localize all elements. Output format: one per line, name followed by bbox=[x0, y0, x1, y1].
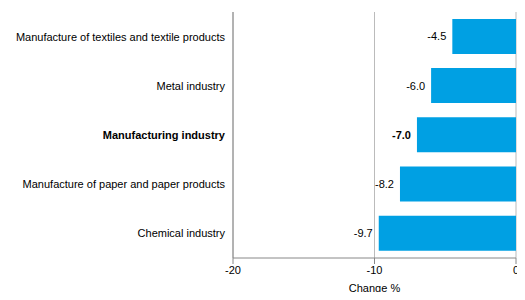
svg-text:Manufacture of textiles and te: Manufacture of textiles and textile prod… bbox=[16, 31, 226, 43]
svg-text:-7.0: -7.0 bbox=[392, 129, 411, 141]
svg-text:Metal industry: Metal industry bbox=[157, 80, 226, 92]
svg-text:-4.5: -4.5 bbox=[427, 30, 446, 42]
svg-text:-6.0: -6.0 bbox=[406, 80, 425, 92]
svg-text:Manufacture of paper and paper: Manufacture of paper and paper products bbox=[23, 178, 226, 190]
svg-text:-20: -20 bbox=[225, 264, 241, 276]
svg-text:Change %: Change % bbox=[349, 282, 401, 292]
svg-text:-10: -10 bbox=[367, 264, 383, 276]
svg-text:Manufacturing industry: Manufacturing industry bbox=[103, 129, 226, 141]
svg-text:0: 0 bbox=[513, 264, 517, 276]
svg-text:-8.2: -8.2 bbox=[375, 178, 394, 190]
svg-text:-9.7: -9.7 bbox=[354, 227, 373, 239]
svg-text:Chemical industry: Chemical industry bbox=[138, 227, 226, 239]
